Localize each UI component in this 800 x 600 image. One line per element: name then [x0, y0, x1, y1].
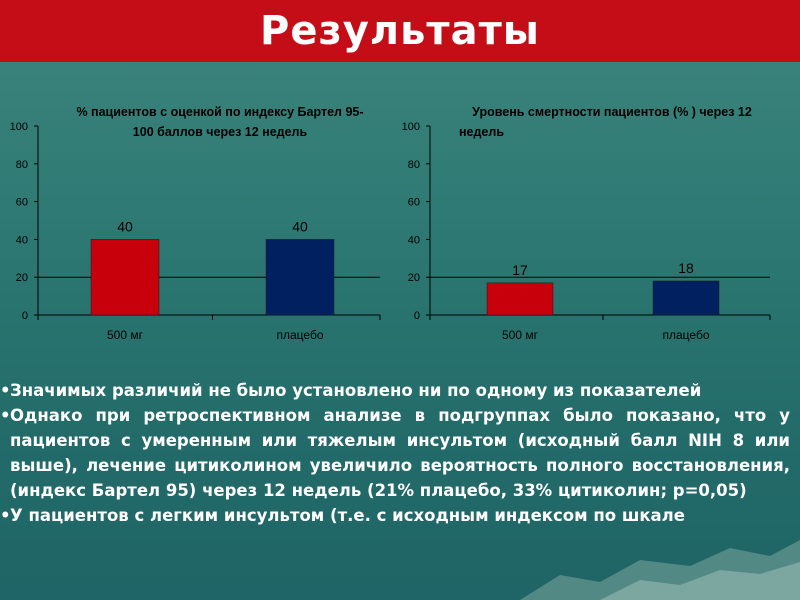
bar [265, 239, 335, 316]
y-tick-label: 40 [408, 234, 420, 246]
bullet-item: • У пациентов с легким инсультом (т.е. с… [0, 503, 790, 528]
bullet-list: • Значимых различий не было установлено … [0, 378, 790, 528]
y-tick-label: 0 [22, 310, 28, 322]
data-label: 40 [292, 218, 308, 234]
y-tick-label: 20 [16, 272, 28, 284]
bullet-item: • Однако при ретроспективном анализе в п… [0, 403, 790, 503]
bullet-mark: • [0, 506, 11, 525]
bar [90, 239, 160, 316]
category-label: плацебо [663, 328, 710, 342]
bullet-text: Однако при ретроспективном анализе в под… [10, 406, 790, 500]
y-tick-label: 80 [408, 159, 420, 171]
y-tick-label: 100 [10, 121, 28, 133]
y-tick-label: 60 [16, 197, 28, 209]
slide-title: Результаты [260, 8, 540, 54]
y-tick-label: 40 [16, 234, 28, 246]
bullet-mark: • [0, 406, 11, 425]
bar [486, 282, 554, 316]
chart-barthel: % пациентов с оценкой по индексу Бартел … [10, 105, 381, 342]
category-label: плацебо [277, 328, 324, 342]
chart-title-line: недель [459, 125, 504, 139]
bullet-item: • Значимых различий не было установлено … [0, 378, 790, 403]
charts-area: % пациентов с оценкой по индексу Бартел … [10, 105, 771, 342]
bullet-text: Значимых различий не было установлено ни… [10, 381, 702, 400]
bar [652, 280, 720, 316]
y-tick-label: 60 [408, 197, 420, 209]
title-bar: Результаты [0, 0, 800, 62]
chart-title-line: Уровень смертности пациентов (% ) через … [472, 105, 752, 119]
data-label: 40 [117, 218, 133, 234]
chart-title-line: % пациентов с оценкой по индексу Бартел … [76, 105, 363, 119]
y-tick-label: 100 [402, 121, 420, 133]
category-label: 500 мг [502, 328, 539, 342]
y-tick-label: 20 [408, 272, 420, 284]
category-label: 500 мг [107, 328, 144, 342]
data-label: 18 [678, 260, 694, 276]
chart-title-line: 100 баллов через 12 недель [133, 125, 308, 139]
data-label: 17 [512, 262, 528, 278]
bullet-mark: • [0, 381, 11, 400]
y-tick-label: 80 [16, 159, 28, 171]
bullet-text: У пациентов с легким инсультом (т.е. с и… [10, 506, 685, 525]
y-tick-label: 0 [414, 310, 420, 322]
chart-mortality: Уровень смертности пациентов (% ) через … [402, 105, 771, 342]
